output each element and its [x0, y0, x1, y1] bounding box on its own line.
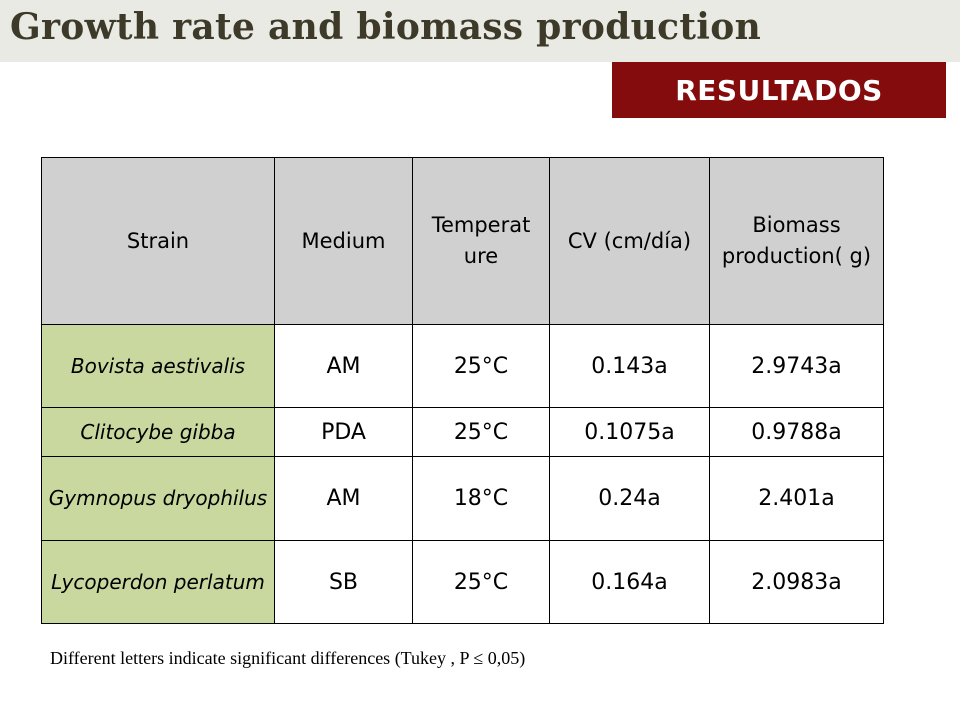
strain-cell: Gymnopus dryophilus	[41, 456, 275, 541]
table-row: Lycoperdon perlatum SB 25°C 0.164a 2.098…	[41, 540, 884, 624]
medium-cell: SB	[274, 540, 413, 624]
medium-cell: AM	[274, 324, 413, 408]
column-header-temperature: Temperat ure	[412, 157, 550, 325]
results-table: Strain Medium Temperat ure CV (cm/día) B…	[41, 157, 884, 624]
biomass-cell: 2.0983a	[709, 540, 884, 624]
column-header-cv: CV (cm/día)	[549, 157, 710, 325]
table-header-row: Strain Medium Temperat ure CV (cm/día) B…	[41, 157, 884, 325]
table-row: Gymnopus dryophilus AM 18°C 0.24a 2.401a	[41, 456, 884, 541]
biomass-cell: 2.9743a	[709, 324, 884, 408]
temperature-cell: 25°C	[412, 540, 550, 624]
column-header-strain: Strain	[41, 157, 275, 325]
title-bar: Growth rate and biomass production	[0, 0, 960, 62]
table-row: Bovista aestivalis AM 25°C 0.143a 2.9743…	[41, 324, 884, 408]
footnote: Different letters indicate significant d…	[50, 648, 526, 668]
cv-cell: 0.1075a	[549, 407, 710, 457]
biomass-cell: 2.401a	[709, 456, 884, 541]
results-badge: RESULTADOS	[612, 62, 946, 118]
medium-cell: AM	[274, 456, 413, 541]
strain-cell: Clitocybe gibba	[41, 407, 275, 457]
temperature-cell: 25°C	[412, 407, 550, 457]
cv-cell: 0.143a	[549, 324, 710, 408]
medium-cell: PDA	[274, 407, 413, 457]
cv-cell: 0.164a	[549, 540, 710, 624]
biomass-cell: 0.9788a	[709, 407, 884, 457]
strain-cell: Bovista aestivalis	[41, 324, 275, 408]
slide-title: Growth rate and biomass production	[10, 6, 762, 48]
table-row: Clitocybe gibba PDA 25°C 0.1075a 0.9788a	[41, 407, 884, 457]
temperature-cell: 18°C	[412, 456, 550, 541]
column-header-medium: Medium	[274, 157, 413, 325]
cv-cell: 0.24a	[549, 456, 710, 541]
temperature-cell: 25°C	[412, 324, 550, 408]
column-header-biomass: Biomass production( g)	[709, 157, 884, 325]
strain-cell: Lycoperdon perlatum	[41, 540, 275, 624]
